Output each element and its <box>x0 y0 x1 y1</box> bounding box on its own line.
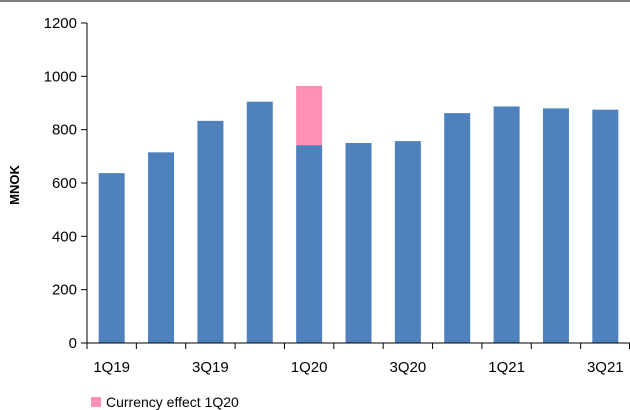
bar-base-2q20 <box>345 143 372 343</box>
x-tick-label: 3Q20 <box>390 359 427 376</box>
y-tick-label: 600 <box>52 175 77 192</box>
x-tick-label: 1Q19 <box>93 359 130 376</box>
bar-base-1q19 <box>98 173 125 343</box>
x-axis-ticks: 1Q19 3Q19 1Q20 3Q20 1Q21 3Q21 <box>86 343 630 376</box>
y-tick-label: 1200 <box>44 15 77 32</box>
bar-base-2q19 <box>148 152 175 343</box>
bar-base-4q20 <box>444 113 471 343</box>
y-axis-ticks: 0 200 400 600 800 1000 1200 <box>44 15 87 352</box>
y-tick-label: 200 <box>52 282 77 299</box>
y-axis-title: MNOK <box>7 165 22 205</box>
bar-base-2q21 <box>542 108 569 343</box>
y-tick-label: 800 <box>52 122 77 139</box>
y-tick-label: 0 <box>69 335 77 352</box>
legend-swatch-currency-effect <box>91 397 101 407</box>
bar-base-4q19 <box>246 101 273 344</box>
bar-base-3q20 <box>394 141 421 343</box>
legend: Currency effect 1Q20 <box>91 394 239 410</box>
x-tick-label: 3Q21 <box>587 359 624 376</box>
x-tick-label: 1Q21 <box>488 359 525 376</box>
bar-currency-1q20 <box>296 85 323 146</box>
y-tick-label: 400 <box>52 228 77 245</box>
x-tick-label: 3Q19 <box>192 359 229 376</box>
axes-group <box>86 23 630 344</box>
bar-base-1q21 <box>493 106 520 343</box>
x-tick-label: 1Q20 <box>291 359 328 376</box>
bar-base-3q19 <box>197 120 224 343</box>
legend-label-currency-effect: Currency effect 1Q20 <box>106 394 239 410</box>
y-tick-label: 1000 <box>44 68 77 85</box>
bar-base-3q21 <box>592 109 619 344</box>
bars-group <box>98 85 619 344</box>
bar-base-1q20 <box>296 145 323 343</box>
y-axis-title-group: MNOK <box>7 165 22 205</box>
